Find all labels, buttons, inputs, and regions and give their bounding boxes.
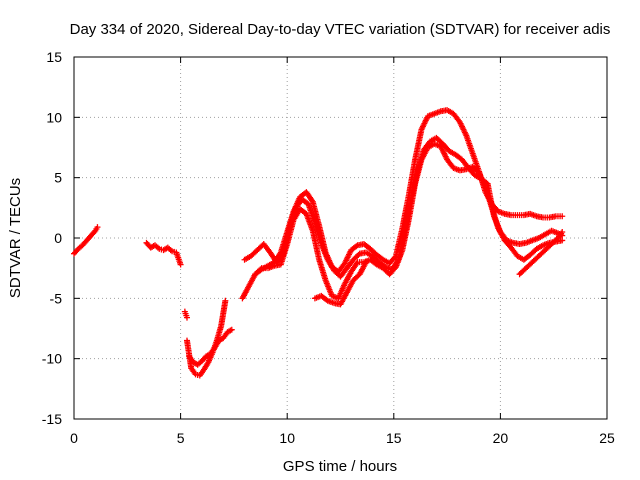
data-point-marker [353, 243, 360, 250]
data-point [228, 326, 235, 333]
data-point [559, 228, 566, 235]
series-arc-2 [143, 239, 184, 268]
data-point [559, 213, 566, 220]
data-point [177, 261, 184, 268]
y-tick-label: 5 [54, 170, 62, 186]
y-tick-label: -5 [50, 290, 63, 306]
series-arc-6 [241, 134, 566, 280]
y-tick-label: 10 [46, 109, 62, 125]
chart-title: Day 334 of 2020, Sidereal Day-to-day VTE… [70, 21, 611, 38]
data-points [71, 107, 566, 379]
series-arc-7 [252, 140, 566, 302]
data-point [183, 314, 190, 321]
series-arc-4 [186, 326, 235, 368]
data-point [559, 237, 566, 244]
data-point-marker [91, 228, 98, 235]
series-arc-9 [516, 228, 566, 278]
y-tick-label: -10 [42, 351, 62, 367]
y-tick-label: 15 [46, 49, 62, 65]
y-tick-label: 0 [54, 230, 62, 246]
tick-labels: 0 5 10 15 20 25 15 10 5 0 -5 -10 -15 [42, 49, 615, 446]
y-tick-label: -15 [42, 411, 62, 427]
data-point [222, 297, 229, 304]
x-tick-label: 20 [493, 430, 509, 446]
y-axis-label: SDTVAR / TECUs [7, 178, 24, 298]
data-point [94, 224, 101, 231]
grid [73, 56, 608, 420]
x-tick-label: 25 [599, 430, 615, 446]
plot-frame [73, 56, 608, 420]
data-point-marker [257, 266, 264, 273]
data-point [363, 259, 370, 266]
series-arc-8 [311, 259, 370, 308]
series-arc-4b [181, 308, 190, 321]
x-tick-label: 15 [386, 430, 402, 446]
series-arc-1 [71, 224, 101, 257]
x-tick-label: 5 [177, 430, 185, 446]
x-tick-label: 0 [70, 430, 78, 446]
x-axis-label: GPS time / hours [283, 458, 397, 475]
x-tick-label: 10 [279, 430, 295, 446]
series-arc-5 [239, 107, 566, 302]
